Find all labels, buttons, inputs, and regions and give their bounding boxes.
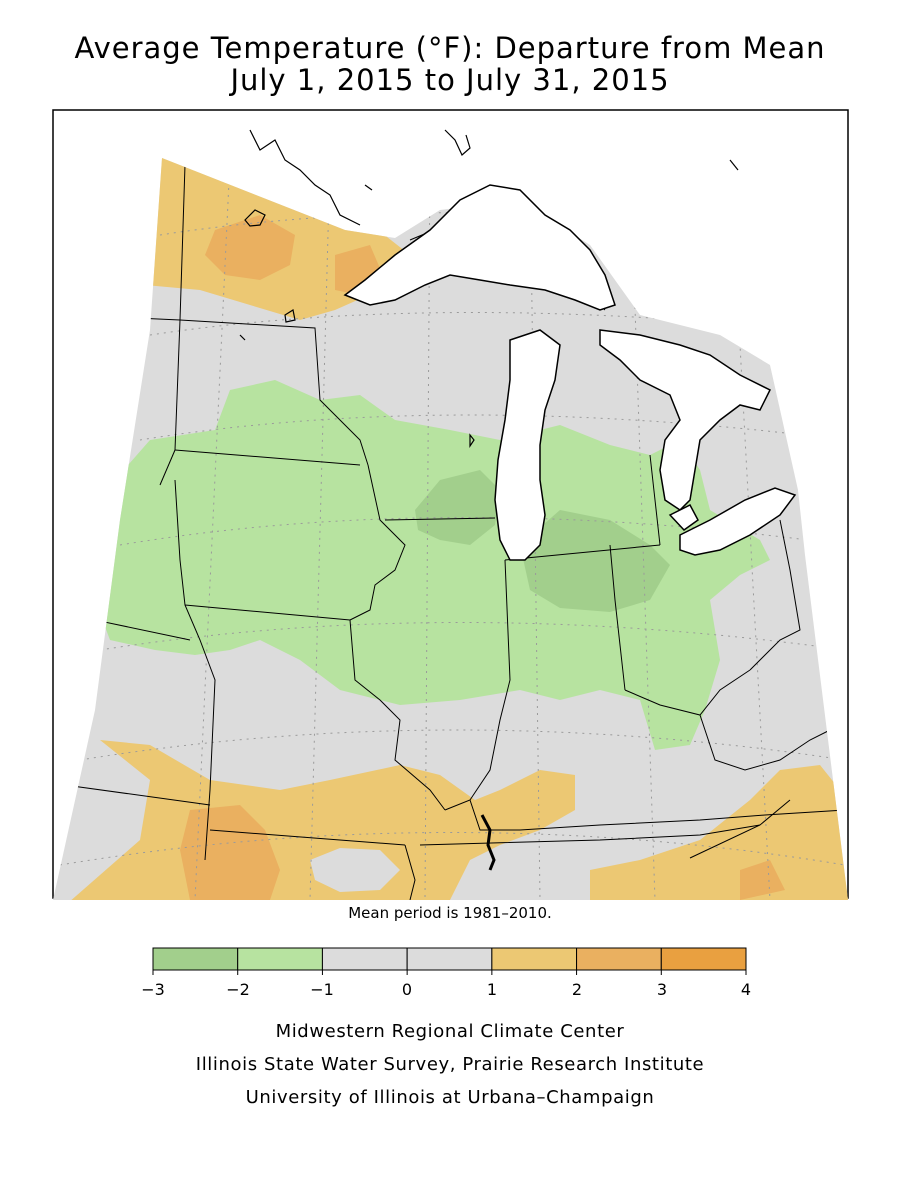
map-date-range: July 1, 2015 to July 31, 2015: [230, 63, 670, 97]
cool-region-midwest: [95, 380, 770, 750]
warm-core-north: [205, 215, 295, 280]
lake-st-clair: [668, 504, 699, 531]
credit-line-3: University of Illinois at Urbana–Champai…: [245, 1087, 655, 1108]
legend-label: 3: [657, 980, 667, 999]
lake-michigan: [494, 329, 561, 561]
legend-label: 0: [402, 980, 412, 999]
map-title: Average Temperature (°F): Departure from…: [74, 31, 826, 65]
warm-core-southeast: [740, 860, 785, 900]
warm-core-south: [180, 805, 280, 900]
river-reservoir: [480, 814, 496, 871]
near-normal-pocket: [310, 848, 400, 892]
credit-line-1: Midwestern Regional Climate Center: [275, 1021, 625, 1042]
legend-swatch: [321, 947, 408, 971]
lat-lon-grid: [59, 159, 846, 900]
mean-period-note: Mean period is 1981–2010.: [348, 904, 552, 922]
legend-swatch: [491, 947, 578, 971]
canada-coastline: [239, 129, 739, 448]
warm-region-southeast: [590, 765, 848, 900]
legend-label: −2: [226, 980, 250, 999]
legend-swatch: [576, 947, 662, 971]
lake-superior: [343, 184, 616, 311]
state-boundaries: [64, 164, 846, 900]
cool-core-indiana-ohio: [520, 510, 670, 612]
legend-label: −1: [310, 980, 334, 999]
legend-label: −3: [141, 980, 165, 999]
credit-line-2: Illinois State Water Survey, Prairie Res…: [195, 1054, 705, 1075]
legend-label: 2: [572, 980, 582, 999]
legend-swatch: [660, 947, 747, 971]
lake-erie: [679, 487, 797, 556]
legend-label: 4: [741, 980, 751, 999]
legend-swatch: [152, 947, 239, 971]
legend-label: 1: [487, 980, 497, 999]
lake-huron: [599, 329, 772, 511]
great-lakes: [343, 184, 797, 561]
legend-swatch: [406, 947, 493, 971]
cool-core-wisconsin: [415, 470, 500, 545]
legend-swatch: [237, 947, 323, 971]
